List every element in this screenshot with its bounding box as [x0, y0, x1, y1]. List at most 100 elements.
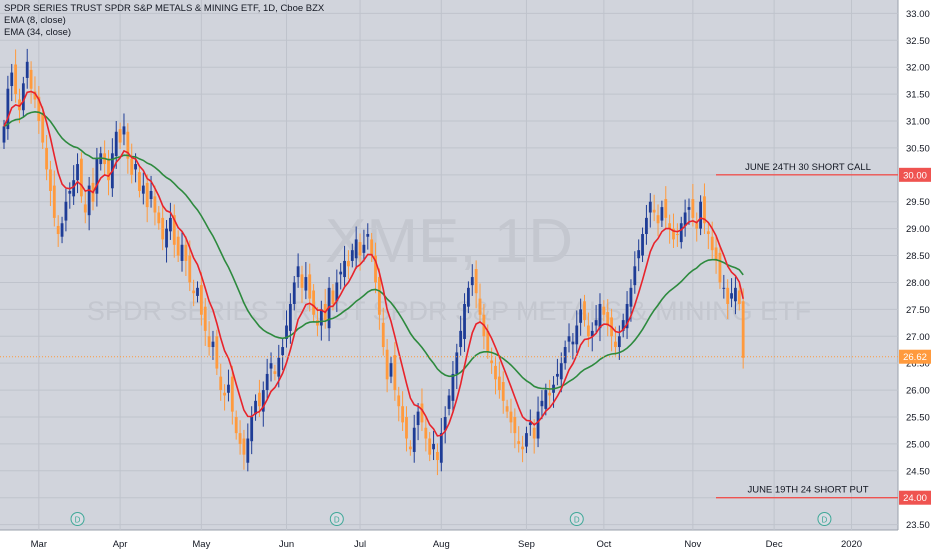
candle-body: [730, 293, 733, 299]
level-price-label: 24.00: [903, 493, 927, 504]
candle-body: [432, 443, 435, 450]
candle-body: [517, 441, 521, 444]
candle-body: [629, 287, 633, 307]
candle-body: [497, 376, 501, 391]
candle-body: [594, 320, 598, 326]
candle-body: [277, 357, 281, 377]
candle-body: [60, 223, 64, 237]
dividend-marker: [329, 512, 344, 526]
y-tick-label: 26.50: [906, 359, 930, 370]
candle-body: [141, 185, 145, 194]
candle-body: [300, 274, 304, 288]
candle-body: [447, 395, 451, 409]
candle-body: [470, 277, 474, 286]
candle-body: [668, 223, 672, 229]
candle-body: [737, 290, 741, 304]
dividend-marker: [569, 512, 584, 526]
candle-body: [21, 83, 25, 111]
x-tick-label: Jul: [354, 539, 366, 550]
candle-body: [614, 341, 617, 348]
ema-fast-line: [3, 90, 744, 437]
candle-body: [188, 255, 192, 283]
candle-body: [114, 131, 118, 156]
candle-body: [14, 64, 18, 95]
candle-body: [579, 309, 583, 323]
candle-body: [598, 303, 602, 329]
legend-title: SPDR SERIES TRUST SPDR S&P METALS & MINI…: [4, 3, 325, 14]
y-tick-label: 25.00: [906, 439, 930, 450]
candle-body: [130, 158, 134, 175]
level-price-tag: [899, 490, 931, 505]
candle-body: [180, 244, 184, 261]
candle-body: [362, 244, 366, 253]
candle-body: [548, 392, 552, 396]
candle-body: [184, 244, 188, 261]
plot-area: [0, 0, 898, 530]
candle-body: [2, 126, 6, 143]
dividend-label: D: [75, 516, 81, 525]
candle-body: [714, 247, 718, 261]
candle-body: [87, 185, 91, 216]
level-price-tag: [899, 167, 931, 182]
candle-body: [238, 433, 242, 444]
candle-body: [265, 373, 269, 391]
x-tick-label: Aug: [433, 539, 450, 550]
candle-body: [509, 411, 513, 423]
candle-body: [211, 341, 215, 348]
candle-body: [664, 199, 668, 218]
candle-body: [377, 277, 381, 315]
candle-body: [308, 274, 312, 299]
candle-body: [366, 234, 370, 237]
candle-body: [227, 384, 230, 393]
candle-body: [734, 287, 737, 302]
candle-body: [192, 290, 196, 294]
candle-body: [695, 223, 699, 229]
candle-body: [405, 416, 408, 439]
candle-body: [718, 252, 722, 283]
candle-body: [710, 236, 714, 251]
ema-slow-line: [3, 110, 744, 390]
candle-body: [258, 392, 261, 407]
candle-body: [138, 172, 141, 191]
level-label: JUNE 24TH 30 SHORT CALL: [745, 162, 871, 173]
candle-body: [683, 212, 687, 226]
candle-body: [354, 239, 358, 259]
legend-ema-fast: EMA (8, close): [4, 15, 66, 26]
y-tick-label: 28.50: [906, 251, 930, 262]
candle-body: [691, 199, 695, 218]
candle-body: [389, 363, 393, 377]
candle-body: [652, 209, 656, 213]
candle-body: [625, 303, 629, 329]
x-tick-label: Mar: [31, 539, 47, 550]
candle-body: [161, 217, 165, 240]
candle-body: [118, 129, 122, 143]
x-tick-label: 2020: [841, 539, 862, 550]
candle-body: [134, 164, 137, 170]
candle-body: [95, 158, 99, 194]
candle-body: [76, 164, 79, 181]
candle-body: [126, 131, 130, 159]
chart-legend: SPDR SERIES TRUST SPDR S&P METALS & MINI…: [4, 3, 324, 39]
candles: [2, 48, 745, 476]
y-tick-label: 23.50: [906, 520, 930, 531]
candle-body: [80, 158, 83, 197]
y-tick-label: 31.50: [906, 90, 930, 101]
y-tick-label: 24.50: [906, 466, 930, 477]
candle-body: [675, 234, 679, 236]
candle-body: [292, 282, 296, 304]
candle-body: [33, 91, 37, 100]
candle-body: [590, 330, 594, 337]
watermark-name: SPDR SERIES TRUST SPDR S&P METALS & MINI…: [87, 296, 811, 326]
candle-body: [196, 287, 199, 296]
candle-body: [234, 416, 238, 434]
dividend-marker: [817, 512, 832, 526]
candle-body: [246, 438, 250, 463]
candle-body: [544, 390, 548, 409]
candle-body: [656, 215, 660, 224]
candle-body: [420, 403, 424, 423]
y-tick-label: 30.50: [906, 143, 930, 154]
candle-body: [122, 126, 126, 135]
candle-body: [486, 330, 490, 353]
